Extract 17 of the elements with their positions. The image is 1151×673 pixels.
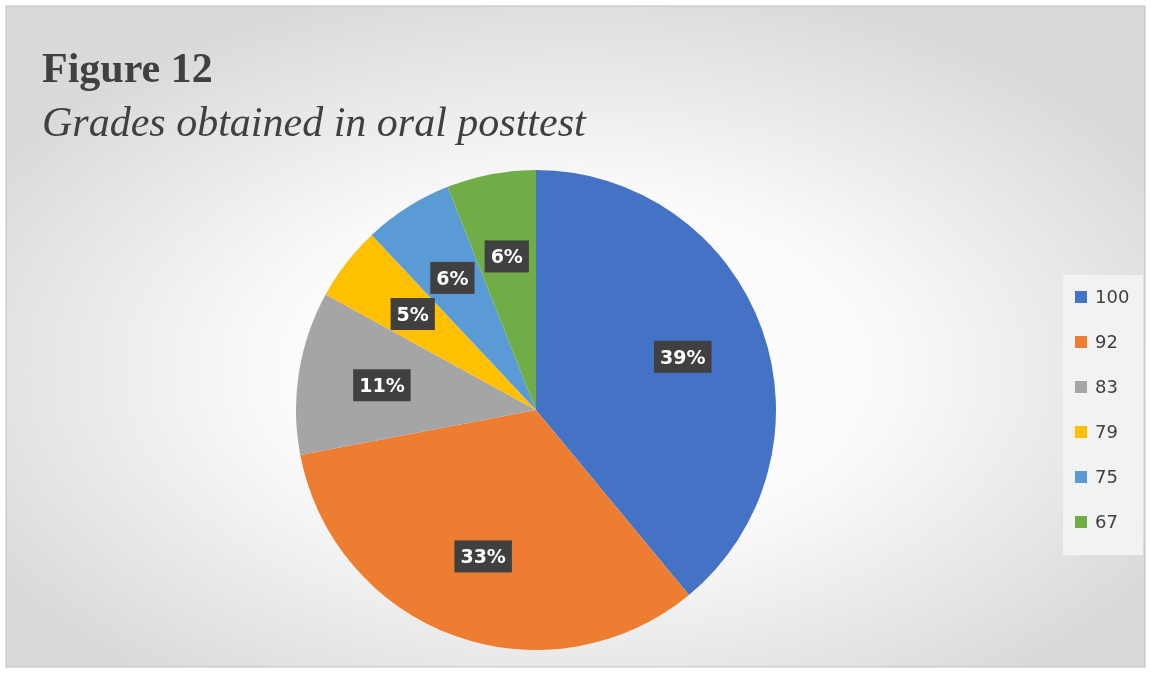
pie-slice [300,410,689,650]
pie-slice [296,294,536,455]
data-label: 33% [460,545,506,568]
data-label: 39% [660,345,706,368]
pie-slice [536,170,776,595]
legend-label: 67 [1095,511,1118,533]
data-label: 6% [436,266,469,289]
data-label: 6% [490,245,523,268]
chart-title: Figure 12 [42,45,213,91]
data-label: 11% [359,374,405,397]
legend-label: 75 [1095,466,1118,488]
legend-label: 92 [1095,331,1118,353]
legend-label: 100 [1095,286,1130,308]
legend-label: 83 [1095,376,1118,398]
legend-label: 79 [1095,421,1118,443]
chart-subtitle: Grades obtained in oral posttest [42,99,587,145]
data-label: 5% [396,303,429,326]
